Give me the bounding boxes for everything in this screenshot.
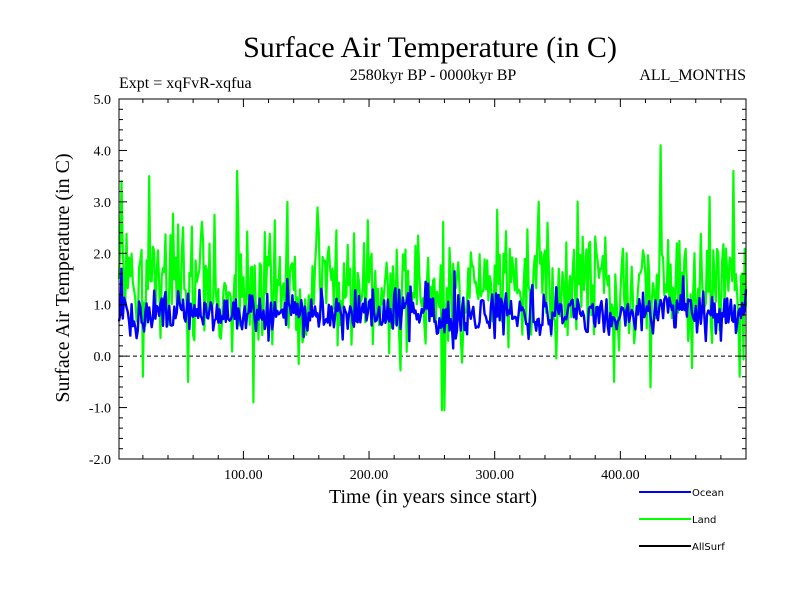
y-tick-label: 5.0 xyxy=(94,93,112,108)
y-tick-label: 2.0 xyxy=(94,247,112,262)
legend-label-allsurf: AllSurf xyxy=(692,542,725,553)
x-axis-label: Time (in years since start) xyxy=(329,486,537,508)
legend: Ocean Land AllSurf xyxy=(639,488,725,553)
x-tick-label: 200.00 xyxy=(350,468,389,483)
y-tick-label: 0.0 xyxy=(94,350,112,365)
y-axis-label: Surface Air Temperature (in C) xyxy=(52,153,74,402)
plot-frame xyxy=(118,98,747,460)
x-tick-label: 100.00 xyxy=(224,468,263,483)
chart-subtitle: 2580kyr BP - 0000kyr BP xyxy=(350,67,517,84)
x-tick-label: 300.00 xyxy=(475,468,514,483)
chart-title: Surface Air Temperature (in C) xyxy=(243,31,617,64)
experiment-label: Expt = xqFvR-xqfua xyxy=(119,75,252,92)
plot-area xyxy=(117,144,748,412)
legend-label-land: Land xyxy=(692,515,716,526)
x-tick-label: 400.00 xyxy=(601,468,640,483)
y-tick-label: 3.0 xyxy=(94,196,112,211)
axes: -2.0 -1.0 0.0 1.0 2.0 3.0 4.0 5.0 100.00 200.00 30… xyxy=(89,93,747,483)
series-line-ocean xyxy=(117,267,748,350)
y-tick-label: -2.0 xyxy=(89,453,111,468)
series-line-land xyxy=(117,144,748,412)
y-tick-label: 4.0 xyxy=(94,144,112,159)
y-tick-label: 1.0 xyxy=(94,299,112,314)
y-tick-label: -1.0 xyxy=(89,402,111,417)
legend-label-ocean: Ocean xyxy=(692,488,724,499)
months-label: ALL_MONTHS xyxy=(639,67,746,84)
